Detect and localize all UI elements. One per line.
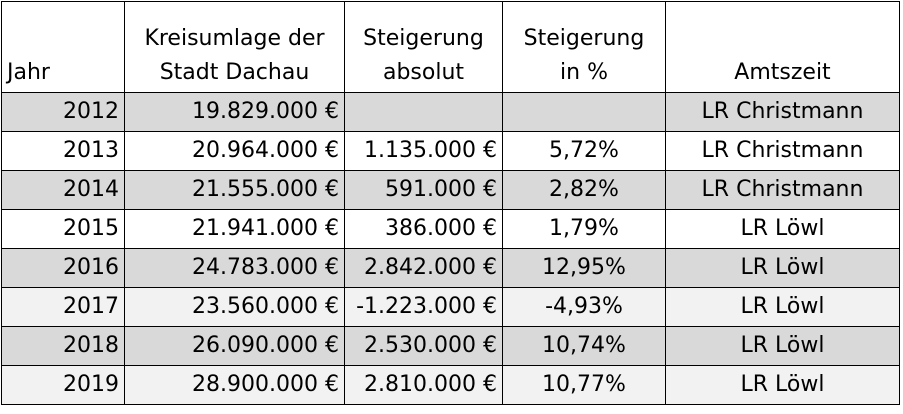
- cell-steigerung-absolut: 1.135.000 €: [344, 131, 503, 171]
- cell-steigerung-prozent: 12,95%: [502, 248, 666, 288]
- table-row: 2013 20.964.000 € 1.135.000 € 5,72% LR C…: [1, 131, 900, 171]
- header-jahr-label: Jahr: [7, 60, 50, 85]
- table-row: 2015 21.941.000 € 386.000 € 1,79% LR Löw…: [1, 209, 900, 249]
- header-steigerung-absolut-line2: absolut: [382, 60, 465, 85]
- cell-jahr: 2019: [1, 365, 125, 405]
- cell-steigerung-absolut: 591.000 €: [344, 170, 503, 210]
- cell-steigerung-absolut: 2.530.000 €: [344, 326, 503, 366]
- header-steigerung-prozent-line2: in %: [560, 60, 608, 85]
- cell-steigerung-prozent: 5,72%: [502, 131, 666, 171]
- cell-steigerung-prozent: 10,77%: [502, 365, 666, 405]
- cell-kreisumlage: 19.829.000 €: [124, 92, 345, 132]
- cell-steigerung-absolut: 386.000 €: [344, 209, 503, 249]
- cell-kreisumlage: 21.941.000 €: [124, 209, 345, 249]
- cell-steigerung-prozent: [502, 92, 666, 132]
- cell-amtszeit: LR Christmann: [665, 92, 900, 132]
- cell-jahr: 2017: [1, 287, 125, 327]
- cell-jahr: 2014: [1, 170, 125, 210]
- table-row: 2012 19.829.000 € LR Christmann: [1, 92, 900, 132]
- cell-amtszeit: LR Löwl: [665, 248, 900, 288]
- cell-amtszeit: LR Löwl: [665, 326, 900, 366]
- cell-steigerung-prozent: 10,74%: [502, 326, 666, 366]
- header-kreisumlage: Kreisumlage der Stadt Dachau: [124, 1, 345, 93]
- table-row: 2019 28.900.000 € 2.810.000 € 10,77% LR …: [1, 365, 900, 405]
- cell-steigerung-absolut: [344, 92, 503, 132]
- cell-kreisumlage: 23.560.000 €: [124, 287, 345, 327]
- cell-steigerung-absolut: 2.842.000 €: [344, 248, 503, 288]
- cell-steigerung-prozent: 2,82%: [502, 170, 666, 210]
- cell-kreisumlage: 26.090.000 €: [124, 326, 345, 366]
- cell-jahr: 2016: [1, 248, 125, 288]
- cell-jahr: 2013: [1, 131, 125, 171]
- cell-kreisumlage: 21.555.000 €: [124, 170, 345, 210]
- cell-amtszeit: LR Löwl: [665, 365, 900, 405]
- cell-steigerung-absolut: 2.810.000 €: [344, 365, 503, 405]
- cell-kreisumlage: 24.783.000 €: [124, 248, 345, 288]
- cell-amtszeit: LR Christmann: [665, 131, 900, 171]
- cell-jahr: 2018: [1, 326, 125, 366]
- header-jahr: Jahr: [1, 1, 125, 93]
- header-amtszeit: Amtszeit: [665, 1, 900, 93]
- table-row: 2016 24.783.000 € 2.842.000 € 12,95% LR …: [1, 248, 900, 288]
- cell-amtszeit: LR Christmann: [665, 170, 900, 210]
- cell-kreisumlage: 28.900.000 €: [124, 365, 345, 405]
- table-row: 2017 23.560.000 € -1.223.000 € -4,93% LR…: [1, 287, 900, 327]
- header-amtszeit-label: Amtszeit: [734, 60, 831, 85]
- cell-steigerung-prozent: 1,79%: [502, 209, 666, 249]
- cell-steigerung-absolut: -1.223.000 €: [344, 287, 503, 327]
- kreisumlage-table: Jahr Kreisumlage der Stadt Dachau Steige…: [1, 1, 900, 405]
- table-row: 2014 21.555.000 € 591.000 € 2,82% LR Chr…: [1, 170, 900, 210]
- header-row: Jahr Kreisumlage der Stadt Dachau Steige…: [1, 1, 900, 93]
- table-row: 2018 26.090.000 € 2.530.000 € 10,74% LR …: [1, 326, 900, 366]
- header-steigerung-prozent: Steigerung in %: [502, 1, 666, 93]
- cell-amtszeit: LR Löwl: [665, 287, 900, 327]
- header-kreisumlage-line1: Kreisumlage der: [144, 26, 325, 51]
- cell-steigerung-prozent: -4,93%: [502, 287, 666, 327]
- header-steigerung-prozent-line1: Steigerung: [523, 26, 645, 51]
- cell-jahr: 2015: [1, 209, 125, 249]
- cell-amtszeit: LR Löwl: [665, 209, 900, 249]
- header-steigerung-absolut: Steigerung absolut: [344, 1, 503, 93]
- header-kreisumlage-line2: Stadt Dachau: [159, 60, 310, 85]
- cell-kreisumlage: 20.964.000 €: [124, 131, 345, 171]
- header-steigerung-absolut-line1: Steigerung: [363, 26, 484, 51]
- cell-jahr: 2012: [1, 92, 125, 132]
